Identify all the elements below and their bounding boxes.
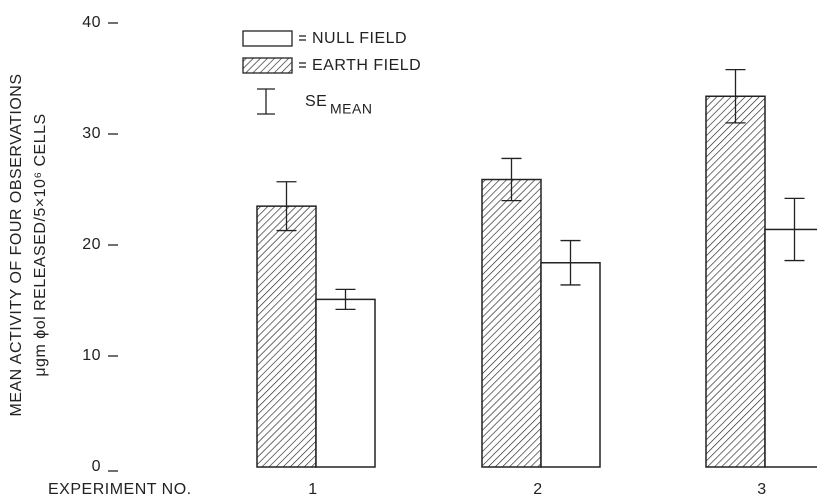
error-bar [560,239,581,286]
bar [481,178,542,468]
legend-label: SE [305,93,327,110]
legend-swatch [242,57,293,74]
y-tick-label: 10 [82,347,101,364]
x-axis-label: EXPERIMENT NO. [48,481,192,498]
error-bar [501,157,522,202]
legend-label: NULL FIELD [312,30,407,47]
bar [764,228,817,468]
legend-label-subscript: MEAN [330,101,372,117]
y-tick-label: 30 [82,125,101,142]
y-tick-label: 0 [92,458,101,475]
y-axis-label: μgm ϕol RELEASED/5×10⁶ CELLS [32,113,49,376]
x-tick-label: 3 [757,481,766,498]
error-bar [784,197,805,262]
x-tick-label: 2 [533,481,542,498]
legend-label: EARTH FIELD [312,57,421,74]
bar [540,262,601,468]
y-tick-label: 20 [82,236,101,253]
legend-swatch [242,30,293,47]
bar [705,95,766,468]
x-tick-label: 1 [308,481,317,498]
bar [256,205,317,468]
plot [256,68,817,468]
bar [315,298,376,468]
y-axis-label: MEAN ACTIVITY OF FOUR OBSERVATIONS [8,74,25,417]
error-bar [276,181,297,232]
error-bar [725,68,746,124]
y-tick-label: 40 [82,14,101,31]
error-bar [335,288,356,311]
